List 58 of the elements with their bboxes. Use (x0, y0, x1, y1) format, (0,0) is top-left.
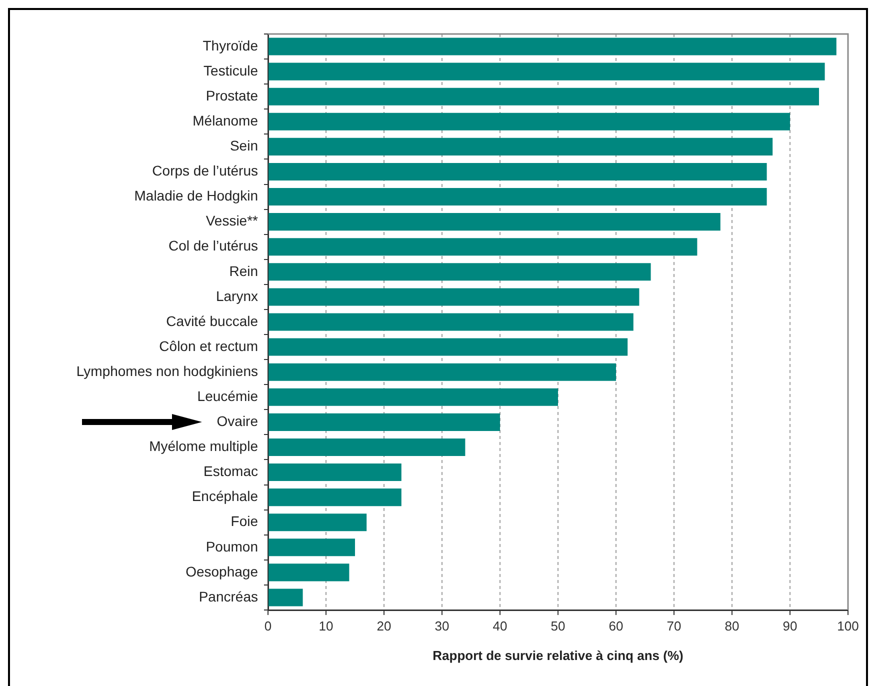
bar (268, 138, 773, 156)
y-tick-label: Corps de l’utérus (152, 162, 258, 179)
bar (268, 38, 836, 56)
bar (268, 463, 402, 482)
y-tick-label: Thyroïde (202, 37, 258, 54)
bar (268, 313, 634, 331)
bar (268, 338, 628, 356)
y-tick-label: Foie (230, 513, 258, 530)
x-tick-label: 100 (837, 618, 859, 634)
bar (268, 213, 720, 231)
x-tick-label: 20 (376, 618, 392, 634)
bar (268, 388, 558, 406)
bar (268, 88, 819, 106)
x-tick-label: 80 (724, 618, 740, 634)
bar (268, 162, 767, 181)
x-tick-label: 10 (318, 618, 334, 634)
y-tick-label: Estomac (204, 463, 258, 480)
y-tick-label: Mélanome (192, 112, 258, 129)
y-tick-label: Poumon (206, 538, 258, 554)
x-tick-label: 40 (492, 618, 508, 634)
x-tick-label: 70 (666, 618, 682, 634)
bar (268, 112, 790, 130)
y-tick-label: Sein (230, 138, 258, 154)
y-tick-label: Testicule (204, 62, 258, 78)
bar (268, 263, 651, 281)
y-tick-label: Maladie de Hodgkin (134, 188, 258, 204)
y-tick-label: Rein (229, 262, 258, 279)
y-tick-label: Pancréas (198, 588, 258, 604)
bar (268, 488, 402, 506)
y-tick-label: Encéphale (192, 488, 258, 504)
bar (268, 363, 616, 381)
x-tick-label: 60 (608, 618, 624, 634)
y-tick-label: Prostate (206, 87, 258, 104)
bar (268, 538, 355, 556)
bar (268, 188, 767, 206)
bar (268, 438, 466, 456)
bar (268, 413, 500, 431)
bar (268, 564, 350, 582)
x-axis-title: Rapport de survie relative à cinq ans (%) (432, 648, 684, 663)
bar (268, 238, 698, 256)
x-tick-label: 90 (782, 618, 798, 634)
bar (268, 62, 825, 80)
y-tick-label: Cavité buccale (166, 312, 258, 329)
y-tick-label: Côlon et rectum (159, 338, 258, 354)
y-tick-label: Larynx (216, 288, 258, 304)
x-tick-label: 30 (434, 618, 450, 634)
y-tick-label: Vessie** (206, 212, 259, 229)
y-tick-label: Ovaire (216, 413, 258, 430)
y-tick-label: Myélome multiple (149, 438, 258, 454)
bar (268, 288, 640, 306)
bar (268, 588, 303, 606)
y-tick-label: Col de l’utérus (168, 238, 258, 254)
x-tick-label: 50 (550, 618, 566, 634)
x-tick-label: 0 (264, 618, 272, 634)
y-tick-label: Lymphomes non hodgkiniens (76, 362, 258, 379)
y-tick-label: Leucémie (197, 388, 258, 404)
y-tick-label: Oesophage (186, 563, 258, 580)
bar (268, 514, 367, 532)
